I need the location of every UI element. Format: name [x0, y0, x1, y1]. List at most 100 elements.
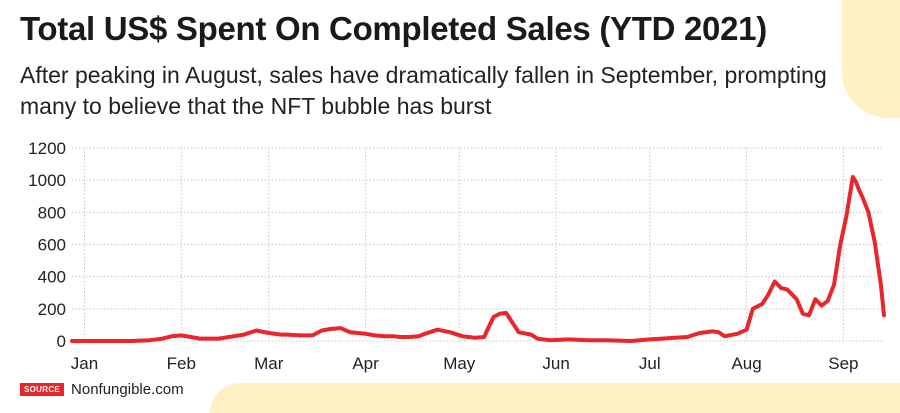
- data-point: [435, 328, 439, 332]
- data-point: [217, 337, 221, 341]
- data-point: [148, 338, 152, 342]
- x-tick-label: Feb: [167, 354, 196, 373]
- data-point: [398, 335, 402, 339]
- data-point: [498, 312, 502, 316]
- x-tick-label: Sep: [828, 354, 858, 373]
- data-point: [548, 338, 552, 342]
- x-tick-label: Apr: [352, 354, 379, 373]
- data-point: [423, 332, 427, 336]
- source-name: Nonfungible.com: [71, 381, 184, 398]
- data-point: [364, 332, 368, 336]
- data-point: [70, 339, 74, 343]
- data-point: [745, 328, 749, 332]
- x-tick-label: Mar: [254, 354, 284, 373]
- y-tick-label: 200: [38, 300, 66, 319]
- data-point: [267, 331, 271, 335]
- data-point: [879, 283, 883, 287]
- data-point: [320, 328, 324, 333]
- data-point: [801, 312, 805, 316]
- series: [70, 175, 886, 343]
- data-point: [795, 297, 799, 301]
- data-point: [813, 297, 817, 301]
- data-point: [179, 333, 183, 337]
- data-point: [254, 328, 258, 333]
- data-point: [723, 334, 727, 338]
- data-point: [604, 338, 608, 342]
- corner-decoration-bottom: [210, 383, 900, 413]
- series-line: [70, 175, 886, 343]
- data-point: [329, 327, 333, 331]
- data-point: [392, 334, 396, 338]
- data-point: [242, 333, 246, 337]
- data-point: [285, 333, 290, 337]
- data-point: [407, 335, 411, 339]
- data-point: [129, 339, 133, 343]
- data-point: [448, 330, 452, 334]
- data-point: [492, 315, 496, 319]
- data-point: [851, 175, 855, 179]
- data-point: [766, 292, 771, 296]
- data-point: [735, 332, 739, 336]
- data-point: [838, 242, 842, 247]
- data-point: [517, 330, 521, 334]
- data-point: [460, 334, 464, 338]
- data-point: [873, 239, 877, 243]
- data-point: [866, 210, 871, 214]
- data-point: [504, 311, 508, 315]
- data-point: [382, 334, 386, 338]
- data-point: [161, 337, 165, 341]
- data-point: [751, 307, 755, 311]
- data-point: [860, 194, 864, 198]
- data-point: [807, 313, 811, 317]
- data-point: [373, 333, 377, 337]
- corner-decoration-top-right: [842, 0, 900, 118]
- x-tick-label: Jul: [639, 354, 661, 373]
- x-tick-label: May: [443, 354, 476, 373]
- data-point: [785, 287, 789, 292]
- y-tick-label: 0: [57, 332, 66, 351]
- y-tick-label: 1000: [28, 171, 66, 190]
- data-point: [760, 302, 764, 306]
- y-tick-label: 800: [38, 203, 66, 222]
- x-tick-label: Jan: [71, 354, 98, 373]
- data-point: [348, 330, 352, 334]
- data-point: [482, 335, 486, 339]
- source-badge: SOURCE: [20, 383, 65, 396]
- data-point: [198, 337, 202, 341]
- data-point: [339, 326, 343, 330]
- data-point: [716, 330, 721, 334]
- data-point: [660, 337, 664, 341]
- data-point: [710, 329, 714, 333]
- data-point: [298, 333, 302, 337]
- data-point: [857, 188, 861, 192]
- data-point: [882, 313, 886, 317]
- data-point: [779, 286, 783, 290]
- source-credit: SOURCE Nonfungible.com: [20, 381, 184, 398]
- data-point: [485, 328, 489, 332]
- data-point: [685, 335, 689, 339]
- data-point: [648, 337, 652, 341]
- data-point: [773, 279, 777, 284]
- data-point: [529, 333, 533, 337]
- data-point: [567, 337, 571, 341]
- data-point: [189, 335, 193, 339]
- data-point: [473, 336, 477, 340]
- chart-subtitle: After peaking in August, sales have dram…: [20, 62, 827, 119]
- data-point: [467, 335, 471, 339]
- data-point: [832, 283, 836, 287]
- y-tick-label: 1200: [28, 139, 66, 158]
- data-point: [629, 339, 633, 343]
- data-point: [673, 336, 677, 340]
- axes: 0 200 400 600 800 1000 1200 Jan Feb Mar Apr May Jun J…: [28, 139, 858, 373]
- y-tick-label: 600: [38, 236, 66, 255]
- x-tick-label: Aug: [731, 354, 761, 373]
- data-point: [698, 331, 702, 335]
- data-point: [417, 334, 421, 338]
- chart-title: Total US$ Spent On Completed Sales (YTD …: [20, 10, 767, 47]
- data-point: [585, 338, 589, 342]
- data-point: [535, 337, 539, 341]
- y-tick-label: 400: [38, 268, 66, 287]
- data-point: [854, 180, 858, 184]
- data-point: [819, 304, 824, 308]
